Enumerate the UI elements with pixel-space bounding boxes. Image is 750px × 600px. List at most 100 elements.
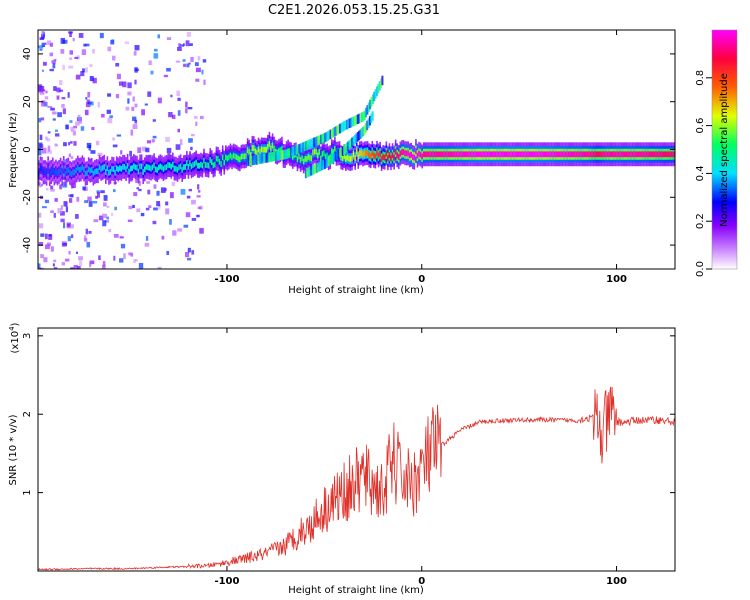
noise-cell [38, 212, 42, 218]
noise-cell [198, 190, 201, 193]
ridge-cell [273, 145, 275, 152]
noise-cell [39, 91, 45, 95]
ridge-cell [218, 158, 221, 165]
ridge-cell [206, 162, 208, 169]
noise-cell [132, 96, 135, 102]
spectrogram-heatmap [38, 31, 675, 269]
noise-cell [86, 241, 91, 248]
noise-cell [70, 126, 74, 131]
noise-cell [38, 87, 43, 93]
noise-cell [75, 121, 80, 126]
ridge-cell [419, 151, 422, 158]
ridge-cell [41, 166, 43, 172]
noise-cell [44, 96, 49, 100]
ridge-cell [210, 159, 213, 166]
noise-cell [46, 242, 51, 246]
noise-cell [166, 147, 172, 153]
noise-cell [38, 45, 44, 49]
noise-cell [69, 57, 73, 60]
ridge-cell [525, 151, 528, 158]
branch-cell-0 [356, 114, 359, 124]
noise-cell [127, 98, 130, 104]
noise-cell [177, 97, 181, 101]
noise-cell [152, 220, 157, 225]
ridge-cell [154, 166, 157, 173]
noise-cell [122, 81, 127, 88]
branch-cell-1 [306, 167, 309, 178]
ridge-cell [500, 151, 503, 158]
branch-cell-0 [299, 143, 302, 153]
ridge-cell [673, 151, 675, 158]
branch-cell-0 [290, 147, 293, 158]
ridge-cell [90, 167, 93, 173]
noise-cell [102, 264, 106, 269]
ridge-cell [136, 164, 138, 171]
ridge-cell [324, 153, 327, 160]
noise-cell [195, 78, 200, 82]
branch-cell-0 [261, 153, 264, 164]
noise-cell [39, 134, 43, 140]
ridge-cell [147, 164, 149, 171]
branch-cell-0 [348, 118, 351, 128]
ridge-cell [50, 169, 53, 175]
branch-cell-0 [298, 143, 301, 154]
spectrogram-ylabel: Frequency (Hz) [8, 112, 19, 188]
branch-cell-0 [296, 144, 299, 155]
ridge-cell [455, 151, 458, 158]
branch-cell-1 [307, 167, 310, 177]
ridge-cell [310, 155, 313, 162]
ridge-cell [105, 169, 107, 175]
ridge-cell [380, 156, 383, 162]
noise-cell [47, 150, 52, 154]
snr-ylabel: SNR (10 * v/v) [8, 414, 19, 485]
noise-cell [95, 195, 98, 199]
ridge-cell [516, 151, 519, 158]
colorbar-label: Normalized spectral amplitude [719, 73, 730, 227]
noise-cell [68, 31, 73, 34]
noise-cell [125, 106, 130, 111]
ridge-cell [589, 151, 592, 158]
branch-cell-0 [260, 154, 263, 164]
noise-cell [93, 219, 99, 223]
ridge-cell [320, 155, 322, 162]
ridge-cell [542, 151, 545, 158]
noise-cell [185, 212, 191, 218]
ridge-cell [182, 164, 185, 171]
ridge-cell [608, 151, 610, 158]
noise-cell [76, 196, 80, 202]
colorbar-tick-label: 0.4 [695, 165, 706, 181]
noise-cell [55, 133, 60, 137]
ridge-cell [483, 151, 486, 158]
branch-cell-0 [254, 155, 257, 165]
noise-cell [112, 144, 118, 148]
noise-cell [63, 201, 68, 207]
snr-xlabel: Height of straight line (km) [288, 585, 424, 596]
ridge-cell [259, 148, 261, 155]
ridge-cell [667, 151, 670, 158]
ridge-cell [201, 162, 204, 169]
noise-cell [40, 267, 45, 269]
ridge-cell [641, 151, 643, 158]
branch-cell-0 [322, 133, 325, 143]
ridge-cell [172, 161, 174, 168]
branch-cell-1 [370, 113, 373, 124]
ridge-cell [240, 153, 243, 160]
ridge-cell [69, 170, 71, 176]
ridge-cell [53, 170, 56, 177]
ridge-cell [363, 150, 366, 157]
ridge-cell [433, 151, 436, 158]
colorbar: 0.0 0.2 0.4 0.6 0.8 Normalized spectral ampl… [695, 29, 738, 277]
ridge-cell [301, 155, 303, 162]
noise-cell [97, 192, 100, 198]
ridge-cell [528, 151, 531, 158]
branch-cell-1 [344, 144, 347, 154]
ridge-cell [114, 169, 116, 176]
ytick-label: -20 [22, 189, 33, 205]
noise-cell [124, 41, 130, 45]
branch-cell-1 [336, 150, 339, 160]
noise-cell [77, 114, 81, 119]
branch-cell-0 [309, 139, 312, 149]
ridge-cell [499, 151, 501, 158]
ridge-cell [246, 147, 249, 154]
branch-cell-0 [306, 140, 309, 151]
